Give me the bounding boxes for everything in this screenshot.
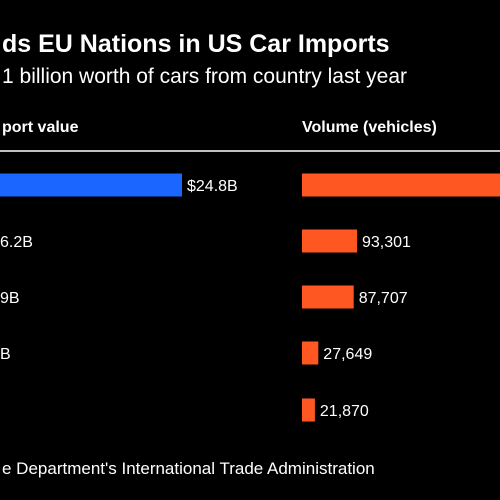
value-bar — [0, 173, 182, 197]
source-note: e Department's International Trade Admin… — [2, 459, 375, 478]
volume-bar — [302, 173, 500, 197]
volume-bar — [302, 229, 357, 253]
volume-label: 21,870 — [320, 403, 369, 420]
column-header-volume: Volume (vehicles) — [302, 119, 437, 136]
value-label: 9B — [0, 290, 20, 307]
chart-subtitle: 1 billion worth of cars from country las… — [2, 65, 407, 88]
value-label: 6.2B — [0, 234, 33, 251]
volume-bar — [302, 285, 354, 309]
volume-bar — [302, 341, 319, 365]
volume-bar — [302, 398, 315, 422]
volume-label: 93,301 — [362, 234, 411, 251]
value-label: B — [0, 346, 11, 363]
value-label: $24.8B — [187, 178, 238, 195]
chart-marks: $24.8B 6.2B 93,301 9B 87,707 B 27,649 21,870 — [0, 173, 500, 422]
volume-label: 27,649 — [323, 346, 372, 363]
column-header-value: port value — [2, 119, 79, 136]
volume-label: 87,707 — [359, 290, 408, 307]
chart-title: ds EU Nations in US Car Imports — [2, 30, 390, 58]
